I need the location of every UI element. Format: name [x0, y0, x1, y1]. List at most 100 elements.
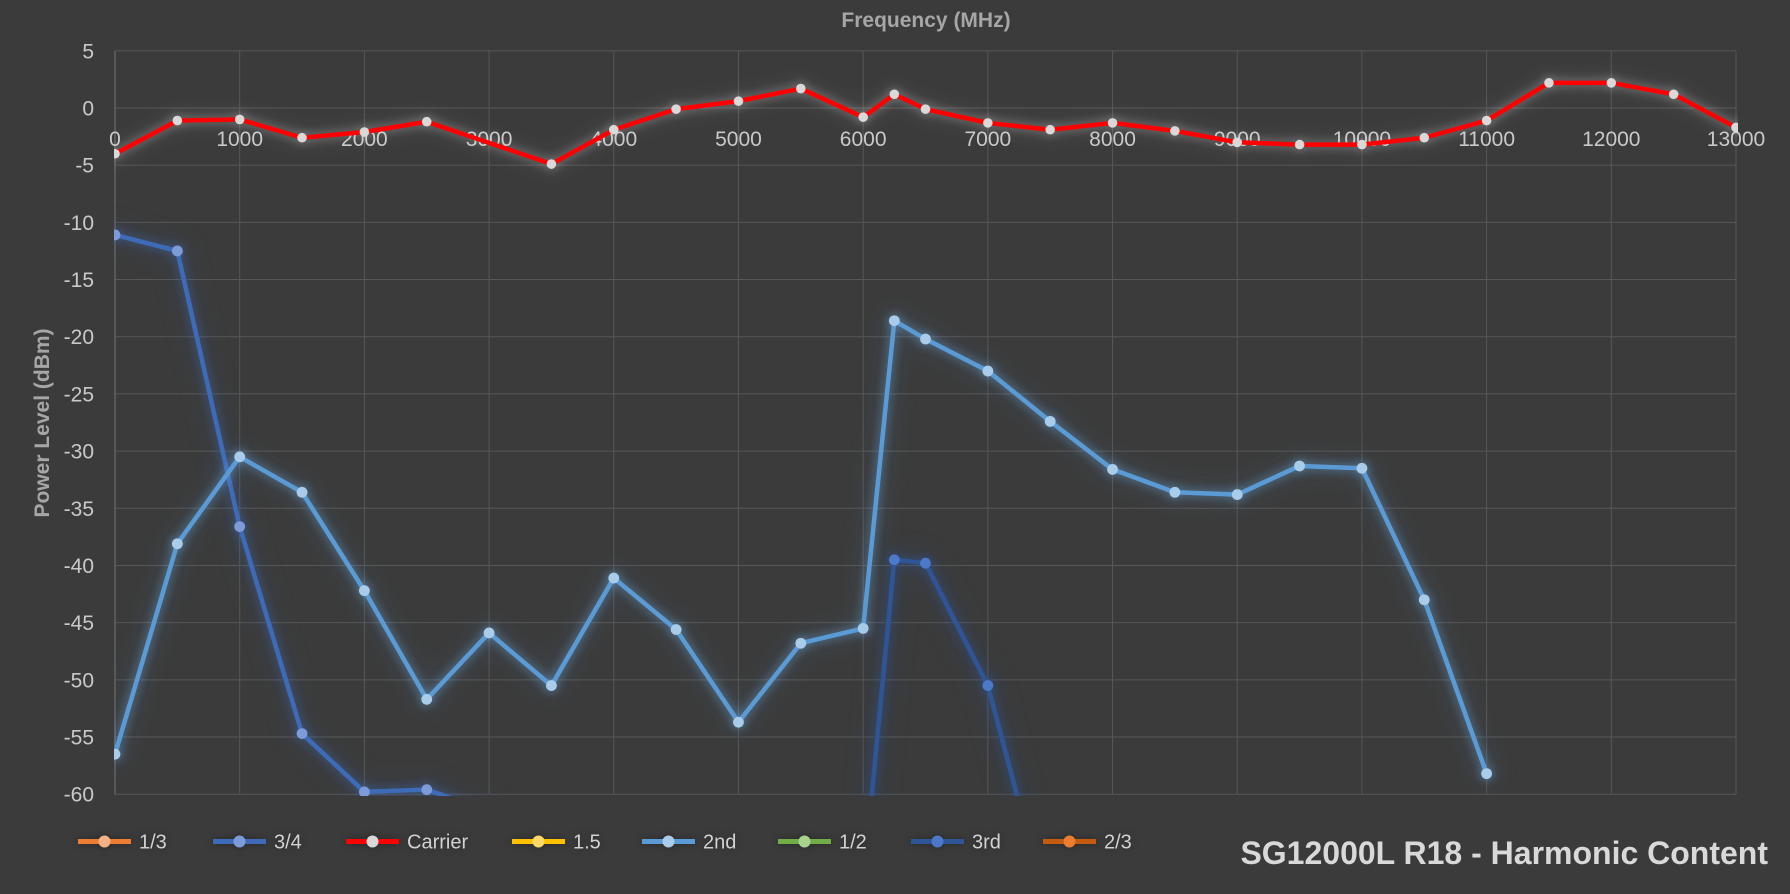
y-tick-label: -50: [64, 669, 94, 692]
x-axis-title: Frequency (MHz): [841, 9, 1010, 32]
data-point-marker: [171, 245, 183, 257]
data-point-marker: [114, 148, 120, 159]
data-point-marker: [670, 624, 682, 635]
data-point-marker: [1668, 89, 1679, 100]
data-point-marker: [608, 572, 620, 584]
legend-item-34: 3/4: [213, 832, 302, 854]
data-point-marker: [671, 104, 681, 114]
legend-item-15: 1.5: [512, 832, 601, 854]
data-series: [114, 78, 1738, 891]
x-tick-label: 11000: [1458, 128, 1515, 151]
x-tick-label: 12000: [1582, 128, 1640, 151]
data-point-marker: [1294, 460, 1305, 472]
legend-label: 3rd: [972, 832, 1001, 854]
data-point-marker: [1544, 78, 1554, 88]
data-point-marker: [114, 748, 121, 760]
data-point-marker: [234, 451, 246, 463]
legend-marker: [233, 835, 246, 848]
data-point-marker: [858, 112, 868, 122]
legend-label: 2nd: [703, 832, 736, 854]
data-point-marker: [920, 333, 931, 345]
data-point-marker: [1107, 118, 1118, 128]
data-point-marker: [546, 680, 557, 691]
y-tick-label: 5: [82, 40, 94, 63]
x-tick-label: 8000: [1089, 128, 1136, 151]
x-tick-label: 6000: [840, 128, 887, 151]
data-point-marker: [1294, 139, 1305, 150]
x-tick-label: 5000: [715, 128, 762, 151]
data-point-marker: [1045, 124, 1055, 135]
data-point-marker: [888, 315, 900, 327]
y-axis-title: Power Level (dBm): [31, 328, 54, 517]
data-point-marker: [733, 716, 744, 728]
legend-item-13: 1/3: [78, 832, 167, 854]
data-point-marker: [795, 637, 807, 649]
legend-item-23: 2/3: [1043, 832, 1132, 854]
series-line: [114, 318, 1489, 776]
y-tick-label: -45: [64, 612, 94, 635]
data-point-marker: [1231, 489, 1243, 500]
legend-label: 1/2: [839, 832, 867, 854]
series-line: [114, 232, 452, 796]
y-tick-label: -15: [64, 269, 94, 292]
x-tick-label: 0: [109, 128, 121, 151]
data-point-marker: [172, 115, 183, 126]
series-34: [114, 229, 495, 817]
y-tick-label: -10: [64, 212, 94, 235]
data-point-marker: [889, 89, 900, 100]
data-point-marker: [484, 806, 495, 817]
data-point-marker: [1107, 464, 1118, 475]
y-tick-label: -55: [64, 727, 94, 750]
data-point-marker: [983, 118, 993, 128]
data-point-marker: [1481, 115, 1492, 126]
data-point-marker: [358, 585, 370, 597]
data-point-marker: [114, 229, 121, 241]
data-point-marker: [296, 728, 308, 739]
gridlines: [114, 50, 1737, 795]
data-point-marker: [359, 127, 370, 137]
data-point-marker: [733, 96, 744, 106]
data-point-marker: [1731, 122, 1738, 133]
data-point-marker: [1232, 137, 1243, 148]
data-point-marker: [1419, 132, 1430, 143]
y-tick-label: -25: [64, 383, 94, 406]
y-tick-label: 0: [82, 98, 94, 121]
data-point-marker: [982, 680, 994, 691]
legend-item-12: 1/2: [778, 832, 867, 854]
data-point-marker: [1169, 486, 1181, 498]
legend-label: Carrier: [407, 832, 468, 854]
legend-marker: [366, 835, 379, 848]
series-Carrier: [114, 78, 1738, 169]
data-point-marker: [171, 538, 183, 550]
data-point-marker: [920, 104, 931, 114]
data-point-marker: [234, 521, 246, 532]
data-point-marker: [296, 486, 308, 498]
data-point-marker: [857, 622, 869, 634]
legend-item-Carrier: Carrier: [346, 832, 468, 854]
data-point-marker: [297, 132, 307, 143]
data-point-marker: [1170, 126, 1180, 136]
y-tick-label: -30: [64, 441, 94, 464]
data-point-marker: [1356, 462, 1368, 474]
chart-legend: 1/3 3/4 Carrier 1.5 2nd 1/2 3rd 2/3: [78, 832, 1132, 854]
legend-label: 3/4: [274, 832, 302, 854]
axis-tick-labels: 5 0 -5 -10 -15 -20 -25 -30 -35 -40 -45 -50 -55 -60 0 10…: [64, 40, 1766, 806]
data-point-marker: [1418, 594, 1430, 606]
data-point-marker: [421, 784, 433, 796]
legend-label: 1.5: [573, 832, 601, 854]
data-point-marker: [483, 627, 495, 639]
legend-marker: [662, 835, 675, 848]
x-tick-label: 1000: [216, 128, 263, 151]
legend-marker: [98, 835, 111, 848]
y-tick-label: -20: [64, 326, 94, 349]
x-tick-label: 13000: [1707, 128, 1765, 151]
data-point-marker: [421, 116, 432, 127]
data-point-marker: [858, 880, 869, 891]
data-point-marker: [920, 557, 931, 569]
data-point-marker: [796, 83, 806, 94]
data-point-marker: [1606, 78, 1617, 88]
data-point-marker: [1481, 768, 1493, 780]
legend-marker: [931, 835, 944, 848]
